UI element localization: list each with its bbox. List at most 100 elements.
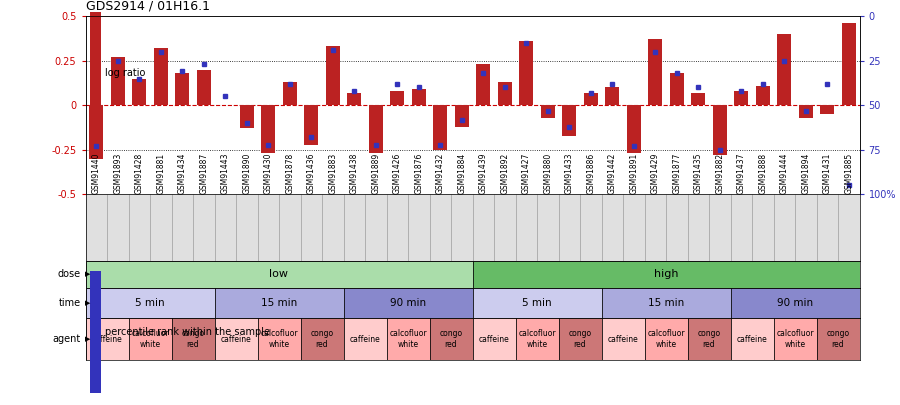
Bar xyxy=(648,39,662,105)
Text: low: low xyxy=(269,269,289,279)
Bar xyxy=(193,194,214,261)
Bar xyxy=(261,105,275,153)
Bar xyxy=(691,93,706,105)
Bar xyxy=(644,194,666,261)
Bar xyxy=(731,194,752,261)
Text: congo
red: congo red xyxy=(698,330,721,349)
Text: calcofluor
white: calcofluor white xyxy=(260,330,298,349)
Bar xyxy=(107,194,129,261)
Bar xyxy=(516,318,559,360)
Bar xyxy=(601,318,644,360)
Bar xyxy=(279,194,301,261)
Bar xyxy=(559,194,580,261)
Text: GDS2914 / 01H16.1: GDS2914 / 01H16.1 xyxy=(86,0,210,12)
Text: log ratio: log ratio xyxy=(105,68,146,78)
Bar xyxy=(257,318,301,360)
Bar xyxy=(688,194,709,261)
Text: congo
red: congo red xyxy=(182,330,204,349)
Bar xyxy=(176,73,189,105)
Bar xyxy=(86,288,214,318)
Bar xyxy=(773,194,795,261)
Text: caffeine: caffeine xyxy=(736,335,768,344)
Text: 15 min: 15 min xyxy=(261,298,297,308)
Bar xyxy=(197,70,211,105)
Bar xyxy=(214,288,344,318)
Bar xyxy=(644,318,688,360)
Text: calcofluor
white: calcofluor white xyxy=(131,330,169,349)
Bar xyxy=(391,91,404,105)
Bar xyxy=(365,194,386,261)
Text: congo
red: congo red xyxy=(569,330,591,349)
Bar xyxy=(172,194,193,261)
Text: congo
red: congo red xyxy=(826,330,850,349)
Bar xyxy=(472,194,494,261)
Bar xyxy=(670,73,684,105)
Bar xyxy=(756,86,770,105)
Bar xyxy=(537,194,559,261)
Bar xyxy=(90,271,101,393)
Bar xyxy=(472,318,516,360)
Text: calcofluor
white: calcofluor white xyxy=(518,330,556,349)
Bar xyxy=(454,105,469,127)
Bar xyxy=(386,194,408,261)
Bar xyxy=(472,288,601,318)
Bar xyxy=(601,194,623,261)
Bar xyxy=(451,194,472,261)
Bar xyxy=(541,105,554,118)
Bar xyxy=(842,23,856,105)
Bar xyxy=(816,318,860,360)
Bar xyxy=(236,194,257,261)
Bar xyxy=(498,82,512,105)
Bar xyxy=(283,82,297,105)
Bar xyxy=(752,194,773,261)
Bar xyxy=(386,318,429,360)
Text: 90 min: 90 min xyxy=(777,298,813,308)
Text: time: time xyxy=(58,298,81,308)
Bar xyxy=(838,194,860,261)
Text: percentile rank within the sample: percentile rank within the sample xyxy=(105,327,270,337)
Bar xyxy=(429,318,472,360)
Text: caffeine: caffeine xyxy=(92,335,122,344)
Bar xyxy=(666,194,688,261)
Bar xyxy=(476,64,491,105)
Text: caffeine: caffeine xyxy=(608,335,638,344)
Bar xyxy=(580,194,601,261)
Text: 5 min: 5 min xyxy=(522,298,552,308)
Bar xyxy=(257,194,279,261)
Bar xyxy=(606,87,619,105)
Bar xyxy=(214,194,236,261)
Bar xyxy=(429,194,451,261)
Bar xyxy=(86,194,107,261)
Bar xyxy=(688,318,731,360)
Text: caffeine: caffeine xyxy=(220,335,251,344)
Bar xyxy=(519,41,533,105)
Bar xyxy=(816,194,838,261)
Bar xyxy=(344,318,386,360)
Bar xyxy=(734,91,748,105)
Bar xyxy=(584,93,598,105)
Bar xyxy=(472,261,860,288)
Bar xyxy=(433,105,447,150)
Bar xyxy=(154,48,167,105)
Bar xyxy=(559,318,601,360)
Bar xyxy=(172,318,214,360)
Bar xyxy=(304,105,319,145)
Bar xyxy=(516,194,537,261)
Bar xyxy=(150,194,172,261)
Bar xyxy=(344,194,365,261)
Bar xyxy=(601,288,731,318)
Bar xyxy=(301,318,344,360)
Text: congo
red: congo red xyxy=(439,330,463,349)
Bar xyxy=(344,288,472,318)
Text: caffeine: caffeine xyxy=(479,335,509,344)
Bar xyxy=(301,194,322,261)
Text: dose: dose xyxy=(58,269,81,279)
Bar xyxy=(778,34,791,105)
Bar xyxy=(90,12,101,134)
Bar xyxy=(820,105,834,114)
Bar xyxy=(731,288,860,318)
Text: ▶: ▶ xyxy=(85,336,90,342)
Bar xyxy=(731,318,773,360)
Text: calcofluor
white: calcofluor white xyxy=(647,330,685,349)
Bar xyxy=(326,47,339,105)
